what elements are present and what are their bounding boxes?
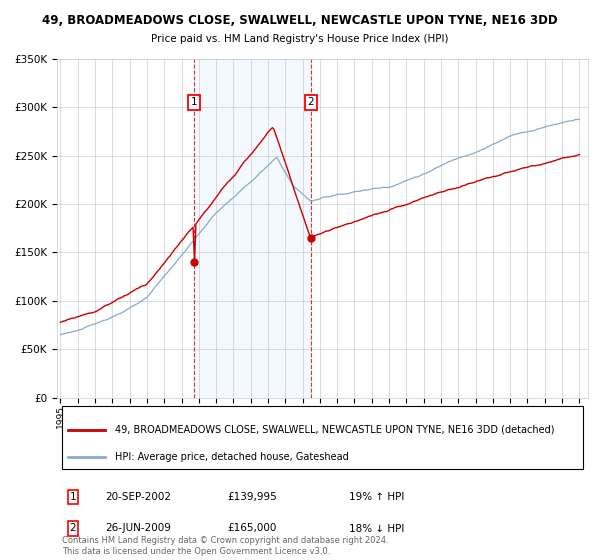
Text: 1: 1 (70, 492, 76, 502)
49, BROADMEADOWS CLOSE, SWALWELL, NEWCASTLE UPON TYNE, NE16 3DD (detached) (57, 319, 64, 325)
Text: 20-SEP-2002: 20-SEP-2002 (105, 492, 171, 502)
Text: 26-JUN-2009: 26-JUN-2009 (105, 524, 170, 534)
HPI: Average price, detached house, Gateshead: (2e+03, 6.86e+04): Average price, detached house, Gateshead… (71, 328, 79, 335)
49, BROADMEADOWS CLOSE, SWALWELL, NEWCASTLE UPON TYNE, NE16 3DD (detached) (71, 315, 79, 321)
49, BROADMEADOWS CLOSE, SWALWELL, NEWCASTLE UPON TYNE, NE16 3DD (detached) (383, 208, 390, 215)
49, BROADMEADOWS CLOSE, SWALWELL, NEWCASTLE UPON TYNE, NE16 3DD (detached) (154, 269, 161, 276)
Text: £139,995: £139,995 (227, 492, 277, 502)
Text: 18% ↓ HPI: 18% ↓ HPI (349, 524, 404, 534)
Text: Contains HM Land Registry data © Crown copyright and database right 2024.
This d: Contains HM Land Registry data © Crown c… (62, 536, 389, 556)
HPI: Average price, detached house, Gateshead: (2.02e+03, 2.72e+05): Average price, detached house, Gateshead… (512, 130, 520, 137)
Line: HPI: Average price, detached house, Gateshead: HPI: Average price, detached house, Gate… (61, 119, 580, 335)
Text: 2: 2 (308, 97, 314, 108)
Text: £165,000: £165,000 (227, 524, 276, 534)
49, BROADMEADOWS CLOSE, SWALWELL, NEWCASTLE UPON TYNE, NE16 3DD (detached) (269, 124, 276, 131)
49, BROADMEADOWS CLOSE, SWALWELL, NEWCASTLE UPON TYNE, NE16 3DD (detached) (354, 217, 361, 224)
HPI: Average price, detached house, Gateshead: (2e+03, 1.17e+05): Average price, detached house, Gateshead… (154, 281, 161, 288)
49, BROADMEADOWS CLOSE, SWALWELL, NEWCASTLE UPON TYNE, NE16 3DD (detached) (576, 151, 583, 158)
HPI: Average price, detached house, Gateshead: (2e+03, 6.5e+04): Average price, detached house, Gateshead… (57, 332, 64, 338)
49, BROADMEADOWS CLOSE, SWALWELL, NEWCASTLE UPON TYNE, NE16 3DD (detached) (371, 211, 378, 218)
HPI: Average price, detached house, Gateshead: (2.01e+03, 2.17e+05): Average price, detached house, Gateshead… (381, 184, 388, 191)
Text: 49, BROADMEADOWS CLOSE, SWALWELL, NEWCASTLE UPON TYNE, NE16 3DD (detached): 49, BROADMEADOWS CLOSE, SWALWELL, NEWCAS… (115, 424, 555, 435)
HPI: Average price, detached house, Gateshead: (2.01e+03, 2.16e+05): Average price, detached house, Gateshead… (370, 185, 377, 192)
Text: Price paid vs. HM Land Registry's House Price Index (HPI): Price paid vs. HM Land Registry's House … (151, 34, 449, 44)
49, BROADMEADOWS CLOSE, SWALWELL, NEWCASTLE UPON TYNE, NE16 3DD (detached) (514, 166, 521, 173)
Text: 19% ↑ HPI: 19% ↑ HPI (349, 492, 404, 502)
Text: HPI: Average price, detached house, Gateshead: HPI: Average price, detached house, Gate… (115, 452, 349, 462)
HPI: Average price, detached house, Gateshead: (2.02e+03, 2.88e+05): Average price, detached house, Gateshead… (576, 116, 583, 123)
FancyBboxPatch shape (62, 405, 583, 469)
Line: 49, BROADMEADOWS CLOSE, SWALWELL, NEWCASTLE UPON TYNE, NE16 3DD (detached): 49, BROADMEADOWS CLOSE, SWALWELL, NEWCAS… (61, 128, 580, 322)
Text: 49, BROADMEADOWS CLOSE, SWALWELL, NEWCASTLE UPON TYNE, NE16 3DD: 49, BROADMEADOWS CLOSE, SWALWELL, NEWCAS… (42, 14, 558, 27)
HPI: Average price, detached house, Gateshead: (2.01e+03, 2.13e+05): Average price, detached house, Gateshead… (352, 188, 359, 195)
Bar (194, 59, 311, 398)
Text: 1: 1 (191, 97, 197, 108)
Text: 2: 2 (70, 524, 76, 534)
